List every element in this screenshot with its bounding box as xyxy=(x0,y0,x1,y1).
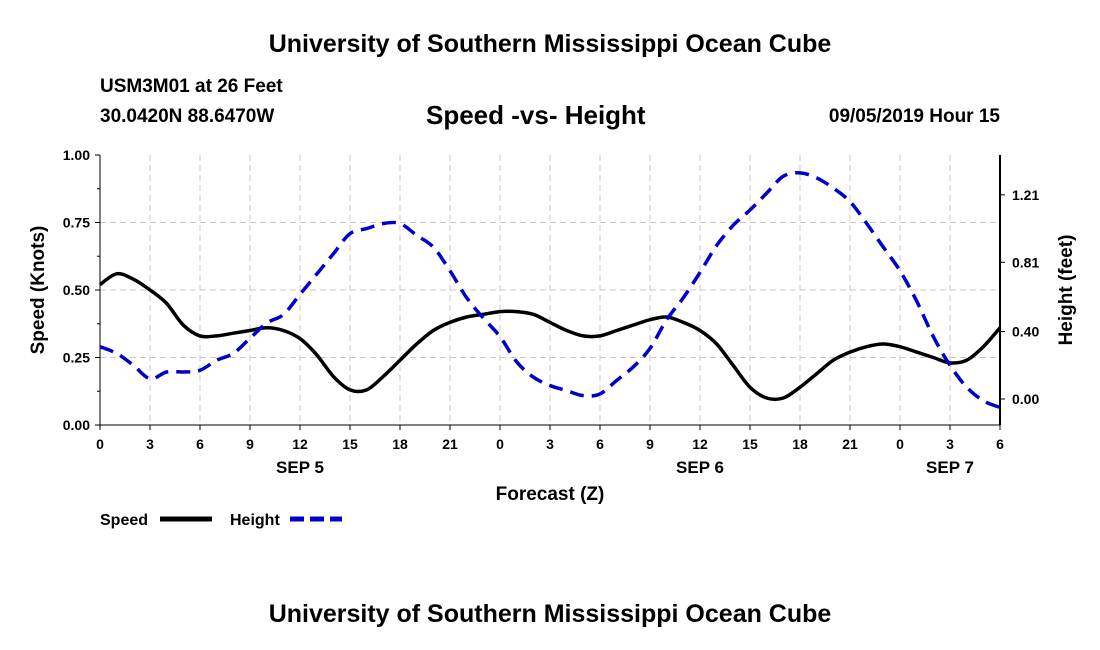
y-right-tick-label: 0.40 xyxy=(1012,324,1039,340)
legend-speed-label: Speed xyxy=(100,512,148,529)
x-tick-label: 3 xyxy=(546,436,554,452)
y-left-tick-label: 0.50 xyxy=(63,282,90,298)
speed-series-line xyxy=(98,271,1002,402)
height-series-line xyxy=(99,171,1001,410)
x-tick-label: 12 xyxy=(292,436,308,452)
y-left-tick-label: 0.75 xyxy=(63,215,90,231)
day-label: SEP 6 xyxy=(676,458,724,477)
y-left-tick-label: 0.25 xyxy=(63,350,90,366)
x-tick-label: 21 xyxy=(442,436,458,452)
x-tick-label: 0 xyxy=(896,436,904,452)
y-left-axis-title: Speed (Knots) xyxy=(28,226,49,355)
x-tick-label: 21 xyxy=(842,436,858,452)
x-tick-label: 0 xyxy=(96,436,104,452)
y-left-tick-label: 0.00 xyxy=(63,417,90,433)
y-right-tick-label: 0.00 xyxy=(1012,391,1039,407)
day-label: SEP 7 xyxy=(926,458,974,477)
top-title: University of Southern Mississippi Ocean… xyxy=(268,30,832,58)
day-label: SEP 5 xyxy=(276,458,324,477)
y-right-axis-title: Height (feet) xyxy=(1056,235,1077,346)
x-tick-label: 18 xyxy=(392,436,408,452)
y-right-tick-label: 0.81 xyxy=(1012,254,1039,270)
x-tick-label: 0 xyxy=(496,436,504,452)
x-tick-label: 15 xyxy=(342,436,358,452)
chart-title: Speed -vs- Height xyxy=(426,100,646,130)
x-tick-label: 6 xyxy=(596,436,604,452)
y-left-tick-label: 1.00 xyxy=(63,147,90,163)
legend-height-label: Height xyxy=(230,512,280,529)
x-tick-label: 6 xyxy=(996,436,1004,452)
x-axis-title: Forecast (Z) xyxy=(496,484,605,505)
y-right-tick-label: 1.21 xyxy=(1012,187,1039,203)
station-label: USM3M01 at 26 Feet xyxy=(100,76,283,97)
bottom-title: University of Southern Mississippi Ocean… xyxy=(268,600,832,628)
x-tick-label: 12 xyxy=(692,436,708,452)
x-tick-label: 9 xyxy=(246,436,254,452)
x-tick-label: 18 xyxy=(792,436,808,452)
x-tick-label: 3 xyxy=(146,436,154,452)
x-tick-label: 3 xyxy=(946,436,954,452)
x-tick-label: 6 xyxy=(196,436,204,452)
forecast-datetime: 09/05/2019 Hour 15 xyxy=(828,106,1000,127)
x-tick-label: 15 xyxy=(742,436,758,452)
x-tick-label: 9 xyxy=(646,436,654,452)
coordinates-label: 30.0420N 88.6470W xyxy=(100,106,275,127)
